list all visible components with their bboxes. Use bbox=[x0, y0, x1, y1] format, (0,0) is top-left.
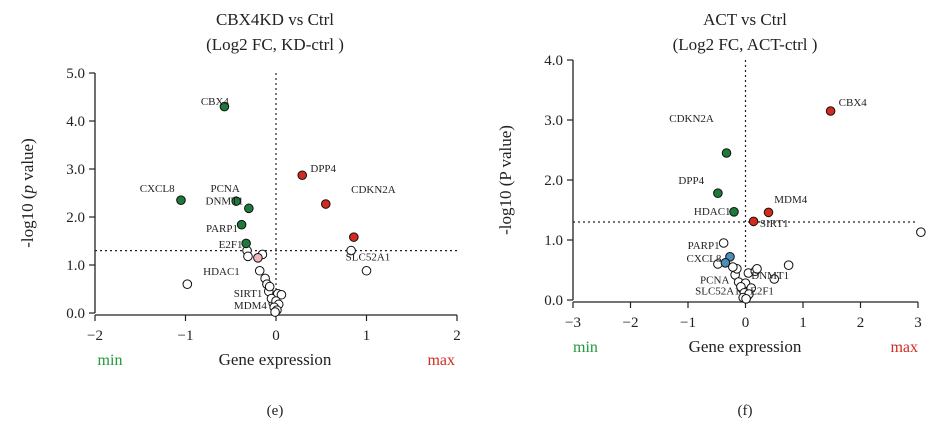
point-label: DNMT1 bbox=[751, 270, 789, 282]
data-point-mdm4 bbox=[763, 207, 774, 218]
panel-label: (f) bbox=[738, 403, 753, 419]
data-point-hdac1 bbox=[729, 207, 739, 217]
x-tick-label: 1 bbox=[363, 328, 371, 344]
point-label: SLC52A1 bbox=[695, 285, 740, 297]
data-point-slc52a1 bbox=[349, 232, 359, 242]
point-label: CXCL8 bbox=[140, 183, 175, 195]
min-label: min bbox=[573, 339, 598, 356]
y-tick-label: 0.0 bbox=[66, 306, 85, 322]
point-label: MDM4 bbox=[774, 194, 808, 206]
point-label: DPP4 bbox=[678, 175, 704, 187]
y-tick-label: 1.0 bbox=[544, 233, 563, 249]
panel-f: ACT vs Ctrl (Log2 FC, ACT-ctrl ) 0.0 1.0 2.0… bbox=[496, 10, 926, 419]
point-label: CXCL8 bbox=[687, 253, 722, 265]
data-point-cbx4 bbox=[219, 101, 230, 112]
data-point-cbx4 bbox=[825, 106, 836, 116]
point-label: CDKN2A bbox=[351, 184, 396, 196]
data-point bbox=[916, 227, 926, 237]
min-label: min bbox=[98, 352, 123, 369]
data-point bbox=[243, 251, 253, 262]
chart-subtitle: (Log2 FC, KD-ctrl ) bbox=[206, 35, 344, 54]
x-tick-label: 2 bbox=[453, 328, 461, 344]
data-point-cxcl8 bbox=[176, 195, 186, 205]
x-axis-label: Gene expression bbox=[219, 350, 332, 369]
point-label: PARP1 bbox=[206, 223, 238, 235]
point-label: CBX4 bbox=[839, 97, 868, 109]
data-point bbox=[741, 294, 751, 304]
x-tick-label: 3 bbox=[914, 315, 922, 331]
data-point bbox=[270, 307, 280, 317]
point-label: HDAC1 bbox=[694, 206, 731, 218]
x-tick-label: −1 bbox=[178, 328, 194, 344]
y-tick-label: 4.0 bbox=[544, 53, 563, 69]
max-label: max bbox=[890, 339, 918, 356]
data-point-parp1 bbox=[236, 219, 247, 230]
point-label: E2F1 bbox=[219, 239, 243, 251]
point-label: SLC52A1 bbox=[346, 251, 391, 263]
point-label: SIRT1 bbox=[234, 288, 263, 300]
chart-title: ACT vs Ctrl bbox=[703, 10, 787, 29]
y-tick-label: 1.0 bbox=[66, 258, 85, 274]
point-label: PCNA bbox=[700, 275, 729, 287]
data-point bbox=[264, 281, 275, 292]
panel-label: (e) bbox=[267, 403, 284, 419]
x-tick-label: 0 bbox=[272, 328, 280, 344]
x-tick-label: 0 bbox=[742, 315, 750, 331]
panel-e: CBX4KD vs Ctrl (Log2 FC, KD-ctrl ) 0.0 1.0 2… bbox=[18, 10, 461, 419]
point-label: E2F1 bbox=[750, 285, 774, 297]
data-point-cdkn2a bbox=[721, 148, 732, 158]
y-tick-label: 3.0 bbox=[66, 162, 85, 178]
x-tick-label: −3 bbox=[565, 315, 581, 331]
point-label: CDKN2A bbox=[669, 113, 714, 125]
chart-subtitle: (Log2 FC, ACT-ctrl ) bbox=[673, 35, 818, 54]
x-tick-label: −2 bbox=[623, 315, 639, 331]
data-point-cdkn2a bbox=[320, 199, 331, 209]
data-point bbox=[346, 245, 356, 256]
y-tick-label: 4.0 bbox=[66, 114, 85, 130]
data-point bbox=[254, 265, 265, 276]
data-point-dnmt1 bbox=[244, 203, 254, 214]
x-tick-label: 2 bbox=[857, 315, 865, 331]
y-axis-label: -log10 (p value) bbox=[18, 138, 37, 248]
data-point bbox=[182, 279, 193, 290]
max-label: max bbox=[427, 352, 455, 369]
point-label: CBX4 bbox=[201, 96, 230, 108]
point-label: PCNA bbox=[210, 183, 239, 195]
y-axis-label: -log10 (P value) bbox=[496, 125, 515, 235]
data-point-parp1 bbox=[718, 238, 729, 248]
y-tick-label: 2.0 bbox=[66, 210, 85, 226]
data-point bbox=[361, 265, 372, 276]
point-label: SIRT1 bbox=[760, 218, 789, 230]
y-tick-label: 0.0 bbox=[544, 293, 563, 309]
x-tick-label: −2 bbox=[87, 328, 103, 344]
x-axis-label: Gene expression bbox=[689, 337, 802, 356]
data-point-sirt1 bbox=[748, 216, 759, 227]
data-point bbox=[769, 274, 780, 284]
point-label: PARP1 bbox=[688, 240, 720, 252]
data-point-pcna bbox=[231, 196, 241, 206]
point-label: DPP4 bbox=[310, 163, 336, 175]
data-point bbox=[720, 258, 731, 268]
point-label: DNMT1 bbox=[206, 196, 244, 208]
data-point-dpp4 bbox=[713, 188, 723, 198]
y-tick-label: 5.0 bbox=[66, 66, 85, 82]
y-tick-label: 2.0 bbox=[544, 173, 563, 189]
x-tick-label: 1 bbox=[799, 315, 807, 331]
data-point-hdac1 bbox=[253, 252, 263, 263]
data-point bbox=[752, 264, 762, 274]
data-point bbox=[728, 262, 738, 272]
y-tick-label: 3.0 bbox=[544, 113, 563, 129]
x-tick-label: −1 bbox=[680, 315, 696, 331]
data-point bbox=[783, 260, 794, 271]
data-point bbox=[276, 289, 287, 300]
point-label: MDM4 bbox=[234, 300, 268, 312]
chart-title: CBX4KD vs Ctrl bbox=[216, 10, 334, 29]
data-point-dpp4 bbox=[297, 170, 308, 181]
data-point-e2f1 bbox=[241, 238, 251, 249]
point-label: HDAC1 bbox=[203, 266, 240, 278]
